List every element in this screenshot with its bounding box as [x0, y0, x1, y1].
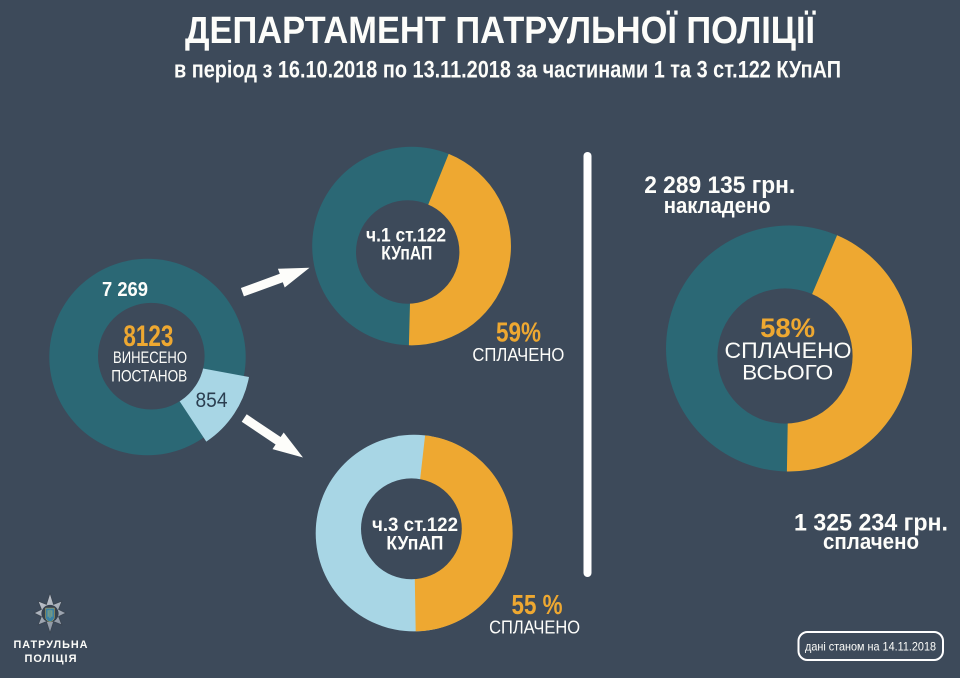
- svg-text:СПЛАЧЕНО: СПЛАЧЕНО: [725, 338, 852, 363]
- svg-text:ПАТРУЛЬНА: ПАТРУЛЬНА: [14, 639, 89, 651]
- svg-text:сплачено: сплачено: [823, 529, 919, 554]
- svg-text:ВСЬОГО: ВСЬОГО: [742, 362, 833, 385]
- svg-text:8123: 8123: [123, 320, 173, 353]
- svg-text:59%: 59%: [496, 317, 541, 348]
- svg-text:ВИНЕСЕНО: ВИНЕСЕНО: [113, 348, 187, 367]
- svg-text:в період з 16.10.2018 по 13.11: в період з 16.10.2018 по 13.11.2018 за ч…: [174, 56, 841, 83]
- svg-text:дані станом на 14.11.2018: дані станом на 14.11.2018: [805, 640, 936, 654]
- svg-text:ч.3 ст.122: ч.3 ст.122: [372, 514, 458, 536]
- svg-text:58%: 58%: [760, 313, 815, 343]
- svg-text:ДЕПАРТАМЕНТ ПАТРУЛЬНОЇ ПОЛІЦІЇ: ДЕПАРТАМЕНТ ПАТРУЛЬНОЇ ПОЛІЦІЇ: [185, 9, 816, 52]
- svg-text:СПЛАЧЕНО: СПЛАЧЕНО: [472, 345, 564, 365]
- svg-text:КУпАП: КУпАП: [386, 533, 443, 555]
- svg-text:ПОСТАНОВ: ПОСТАНОВ: [111, 367, 187, 386]
- svg-text:КУпАП: КУпАП: [381, 243, 432, 265]
- svg-text:854: 854: [196, 389, 228, 412]
- svg-text:2 289 135 грн.: 2 289 135 грн.: [644, 172, 795, 199]
- svg-text:ч.1 ст.122: ч.1 ст.122: [366, 225, 446, 247]
- svg-text:накладено: накладено: [664, 193, 771, 218]
- svg-text:7 269: 7 269: [102, 279, 148, 301]
- svg-text:ПОЛІЦІЯ: ПОЛІЦІЯ: [25, 653, 78, 665]
- svg-text:55 %: 55 %: [512, 589, 563, 620]
- svg-text:СПЛАЧЕНО: СПЛАЧЕНО: [489, 618, 580, 638]
- svg-text:1 325 234 грн.: 1 325 234 грн.: [794, 510, 948, 537]
